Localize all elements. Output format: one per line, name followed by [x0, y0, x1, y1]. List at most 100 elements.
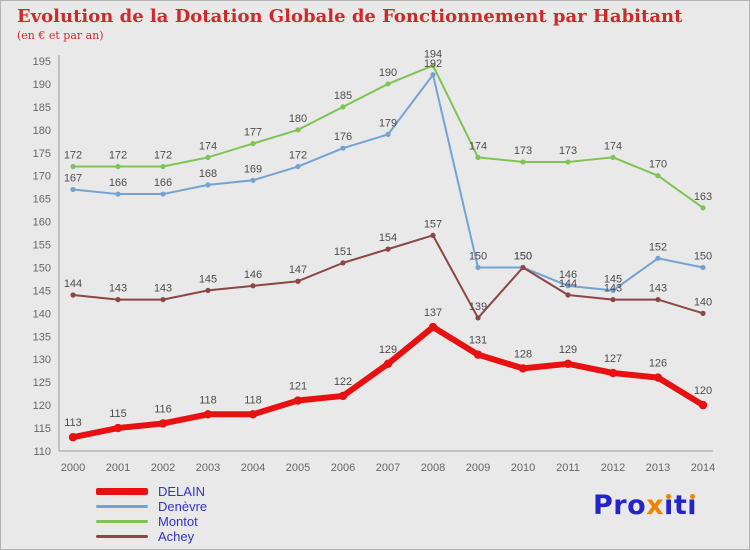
svg-text:110: 110 [33, 446, 51, 458]
svg-text:173: 173 [559, 145, 577, 157]
svg-text:145: 145 [604, 273, 622, 285]
svg-text:166: 166 [109, 177, 127, 189]
svg-text:128: 128 [514, 348, 532, 360]
svg-text:176: 176 [334, 131, 352, 143]
svg-text:150: 150 [33, 262, 51, 274]
svg-text:135: 135 [33, 331, 51, 343]
svg-text:126: 126 [649, 358, 667, 370]
logo-i-dot [689, 494, 695, 499]
chart-header: Evolution de la Dotation Globale de Fonc… [17, 6, 682, 42]
svg-text:2009: 2009 [466, 462, 490, 474]
svg-text:165: 165 [33, 194, 51, 206]
svg-text:2008: 2008 [421, 462, 445, 474]
svg-text:177: 177 [244, 127, 262, 139]
svg-text:175: 175 [33, 148, 51, 160]
svg-text:147: 147 [289, 264, 307, 276]
svg-text:180: 180 [289, 113, 307, 125]
svg-text:168: 168 [199, 168, 217, 180]
svg-text:190: 190 [33, 79, 51, 91]
svg-text:2013: 2013 [646, 462, 670, 474]
svg-text:173: 173 [514, 145, 532, 157]
svg-text:145: 145 [33, 285, 51, 297]
svg-text:127: 127 [604, 353, 622, 365]
logo-letter: P [592, 490, 614, 521]
svg-text:2007: 2007 [376, 462, 400, 474]
svg-text:2005: 2005 [286, 462, 310, 474]
legend-swatch [96, 505, 148, 508]
svg-text:2006: 2006 [331, 462, 355, 474]
svg-text:131: 131 [469, 335, 487, 347]
svg-text:2001: 2001 [106, 462, 130, 474]
svg-text:113: 113 [64, 417, 82, 429]
svg-text:195: 195 [33, 56, 51, 68]
logo-letter: o [627, 490, 647, 521]
logo-letter: x [646, 490, 665, 521]
svg-text:172: 172 [154, 150, 172, 162]
svg-text:137: 137 [424, 307, 442, 319]
svg-text:115: 115 [109, 408, 127, 420]
svg-text:167: 167 [64, 172, 82, 184]
logo-i-dot [666, 494, 672, 499]
svg-text:140: 140 [33, 308, 51, 320]
legend-label: Montot [158, 514, 198, 529]
svg-text:144: 144 [559, 278, 577, 290]
logo-letter: r [613, 490, 628, 521]
svg-text:154: 154 [379, 232, 397, 244]
logo-letter-i: ı [664, 490, 674, 521]
svg-text:115: 115 [33, 423, 51, 435]
svg-text:2011: 2011 [556, 462, 580, 474]
proxiti-logo: Proxı tı [593, 490, 697, 521]
svg-text:150: 150 [469, 250, 487, 262]
svg-text:2010: 2010 [511, 462, 535, 474]
svg-text:155: 155 [33, 240, 51, 252]
svg-text:2002: 2002 [151, 462, 175, 474]
svg-text:192: 192 [424, 58, 442, 70]
svg-text:129: 129 [559, 344, 577, 356]
svg-text:150: 150 [694, 250, 712, 262]
svg-text:143: 143 [604, 283, 622, 295]
svg-text:150: 150 [514, 250, 532, 262]
svg-text:150: 150 [514, 250, 532, 262]
svg-text:152: 152 [649, 241, 667, 253]
svg-text:170: 170 [33, 171, 51, 183]
svg-text:157: 157 [424, 218, 442, 230]
chart-legend: DELAIN Denèvre Montot Achey [96, 484, 207, 544]
legend-item-montot: Montot [96, 514, 207, 529]
svg-text:172: 172 [64, 150, 82, 162]
svg-text:169: 169 [244, 163, 262, 175]
svg-text:145: 145 [199, 273, 217, 285]
legend-item-denvre: Denèvre [96, 499, 207, 514]
svg-text:120: 120 [33, 400, 51, 412]
svg-text:2014: 2014 [691, 462, 715, 474]
legend-label: DELAIN [158, 484, 205, 499]
svg-text:2003: 2003 [196, 462, 220, 474]
svg-text:122: 122 [334, 376, 352, 388]
svg-text:194: 194 [424, 49, 442, 61]
svg-text:160: 160 [33, 217, 51, 229]
svg-text:118: 118 [244, 394, 262, 406]
legend-swatch [96, 535, 148, 538]
svg-text:151: 151 [334, 246, 352, 258]
svg-text:174: 174 [469, 140, 487, 152]
svg-text:120: 120 [694, 385, 712, 397]
chart-title: Evolution de la Dotation Globale de Fonc… [17, 6, 683, 27]
legend-swatch [96, 520, 148, 523]
svg-text:180: 180 [33, 125, 51, 137]
svg-text:129: 129 [379, 344, 397, 356]
svg-text:166: 166 [154, 177, 172, 189]
svg-text:143: 143 [154, 283, 172, 295]
svg-text:143: 143 [109, 283, 127, 295]
chart-subtitle: (en € et par an) [17, 29, 104, 42]
svg-text:143: 143 [649, 283, 667, 295]
svg-text:163: 163 [694, 191, 712, 203]
svg-text:121: 121 [289, 381, 307, 393]
svg-text:146: 146 [559, 269, 577, 281]
logo-letter: t [673, 490, 688, 521]
svg-text:174: 174 [604, 140, 622, 152]
legend-label: Achey [158, 529, 195, 544]
svg-text:116: 116 [154, 403, 172, 415]
svg-text:2004: 2004 [241, 462, 265, 474]
legend-swatch [96, 488, 148, 495]
legend-item-delain: DELAIN [96, 484, 207, 499]
